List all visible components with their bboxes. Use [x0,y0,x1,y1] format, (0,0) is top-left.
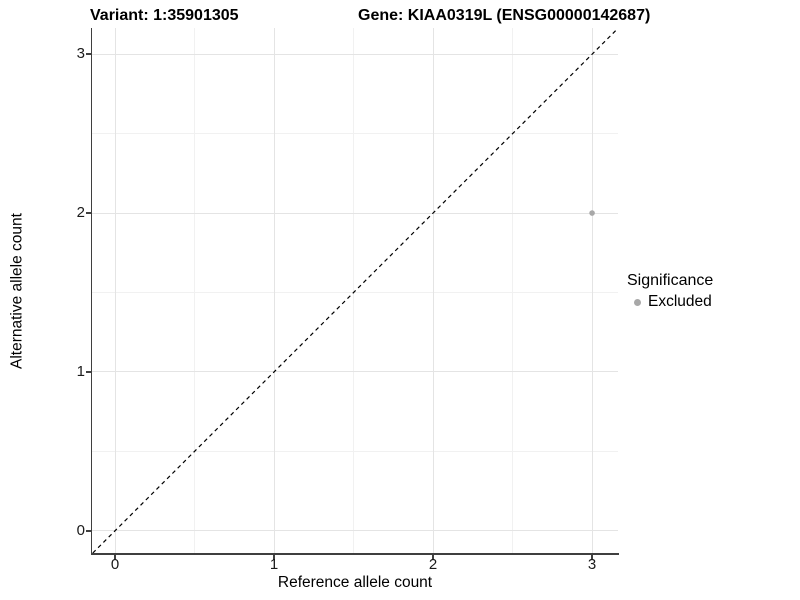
legend-items: Excluded [627,293,713,311]
plot-svg-layer [92,28,618,553]
y-tick-label: 2 [76,204,85,222]
legend-item: Excluded [634,293,713,311]
x-tick-mark [591,554,593,560]
identity-dashed-line [92,28,618,553]
y-tick-mark [85,530,91,532]
y-axis-line [90,28,92,555]
x-tick-mark [114,554,116,560]
minor-gridline-y [92,133,618,135]
plot-title-gene: Gene: KIAA0319L (ENSG00000142687) [358,7,651,24]
y-tick-mark [85,53,91,55]
x-tick-label: 2 [428,556,438,573]
x-axis-line [90,553,619,555]
x-tick-label: 0 [110,556,120,573]
major-gridline-y [92,212,618,214]
major-gridline-y [92,530,618,532]
y-tick-label: 0 [76,521,85,539]
x-tick-label: 3 [587,556,597,573]
y-tick-mark [85,371,91,373]
plot-title-variant: Variant: 1:35901305 [90,7,239,24]
major-gridline-y [92,53,618,55]
y-tick-label: 1 [76,362,85,380]
major-gridline-x [273,28,275,553]
x-tick-mark [273,554,275,560]
minor-gridline-x [353,28,355,553]
legend-key-dot [634,298,641,306]
major-gridline-x [432,28,434,553]
y-tick-mark [85,212,91,214]
plot-panel [92,28,618,553]
major-gridline-x [114,28,116,553]
minor-gridline-y [92,291,618,293]
legend: Significance Excluded [627,271,713,311]
x-tick-mark [432,554,434,560]
x-tick-label: 1 [269,556,279,573]
major-gridline-y [92,371,618,373]
minor-gridline-x [194,28,196,553]
x-axis-title: Reference allele count [277,574,433,591]
legend-title: Significance [627,272,714,289]
major-gridline-x [591,28,593,553]
y-axis-title: Alternative allele count [8,213,26,369]
y-tick-label: 3 [76,45,85,63]
minor-gridline-x [512,28,514,553]
minor-gridline-y [92,450,618,452]
legend-item-label: Excluded [648,293,712,310]
